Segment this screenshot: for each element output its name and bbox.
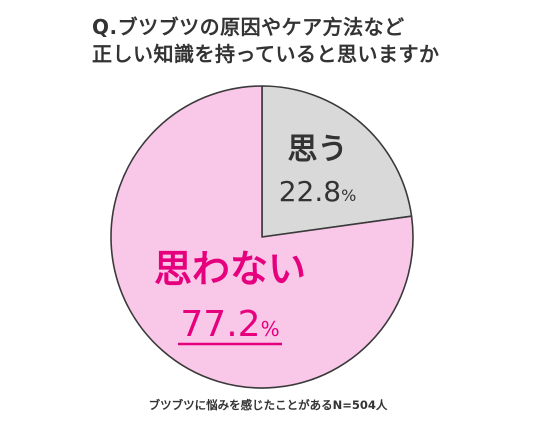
slice-label-agree: 思う (288, 132, 348, 167)
pie-slice-disagree (110, 85, 414, 389)
slice-value-agree: 22.8% (279, 175, 357, 208)
slice-value-disagree: 77.2% (180, 304, 279, 345)
slice-label-disagree: 思わない (154, 247, 306, 291)
pie-slice-agree (261, 85, 413, 238)
chart-title-line-1: Q.ブツブツの原因やケア方法など (92, 15, 405, 39)
chart-title: Q.ブツブツの原因やケア方法など 正しい知識を持っていると思いますか (92, 14, 512, 68)
sample-size-note: ブツブツに悩みを感じたことがあるN=504人 (148, 398, 388, 412)
chart-title-line-2: 正しい知識を持っていると思いますか (92, 42, 440, 66)
